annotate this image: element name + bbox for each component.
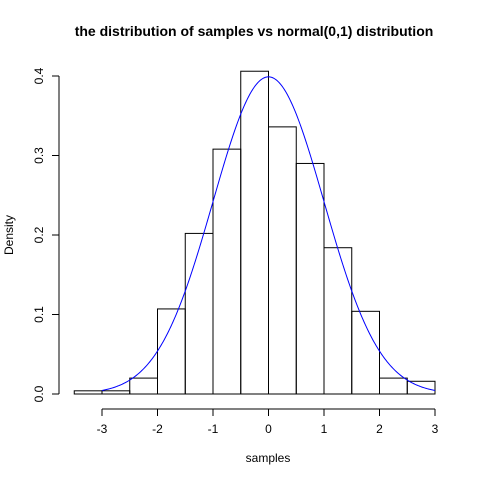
y-tick-label-1: 0.1 — [32, 306, 46, 323]
x-tick-label-5: 2 — [376, 422, 383, 436]
y-tick-label-3: 0.3 — [32, 147, 46, 164]
x-tick-label-3: 0 — [265, 422, 272, 436]
x-axis-label: samples — [246, 451, 291, 465]
y-tick-label-2: 0.2 — [32, 226, 46, 243]
chart-title: the distribution of samples vs normal(0,… — [75, 23, 434, 39]
x-tick-label-2: -1 — [208, 422, 219, 436]
x-tick-label-4: 1 — [321, 422, 328, 436]
y-tick-label-4: 0.4 — [32, 67, 46, 84]
y-tick-label-0: 0.0 — [32, 385, 46, 402]
y-axis-label: Density — [2, 215, 16, 255]
x-tick-label-1: -2 — [152, 422, 163, 436]
x-tick-label-0: -3 — [97, 422, 108, 436]
x-tick-label-6: 3 — [432, 422, 439, 436]
